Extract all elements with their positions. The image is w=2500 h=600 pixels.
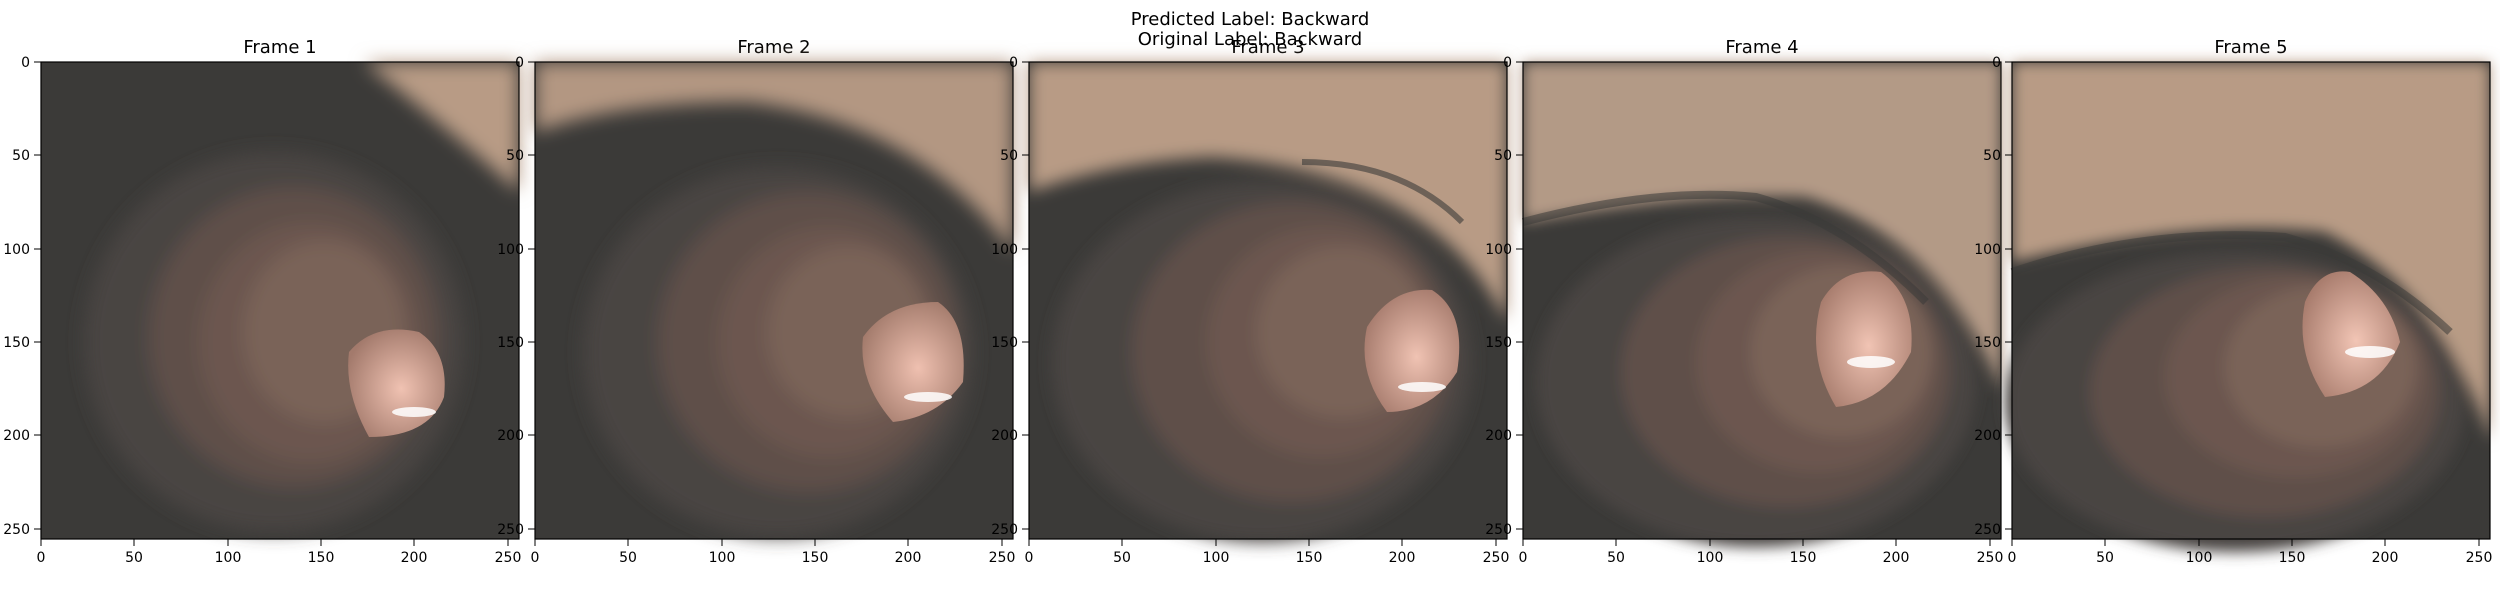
x-tick-label: 100 xyxy=(709,550,736,566)
x-tick-label: 250 xyxy=(495,550,522,566)
frame-panel-4: Frame 4 0 50 100 150 200 xyxy=(1485,37,2050,567)
y-tick-label: 200 xyxy=(991,428,1018,444)
x-tick-label: 0 xyxy=(1025,550,1034,566)
x-tick-label: 150 xyxy=(2279,550,2306,566)
y-tick-label: 0 xyxy=(515,55,524,71)
x-tick-label: 150 xyxy=(802,550,829,566)
x-tick-label: 50 xyxy=(1113,550,1131,566)
y-tick-label: 100 xyxy=(497,242,524,258)
x-tick-label: 100 xyxy=(1697,550,1724,566)
x-ticks: 0 50 100 150 200 250 xyxy=(531,539,1016,566)
y-tick-label: 150 xyxy=(1974,335,2001,351)
y-tick-label: 100 xyxy=(1974,242,2001,258)
frame-panel-1: Frame 1 0 50 100 150 200 250 xyxy=(3,37,568,567)
x-tick-label: 100 xyxy=(1203,550,1230,566)
frame-image-1: 0 50 100 150 200 250 0 50 100 150 200 25… xyxy=(3,55,521,566)
x-tick-label: 100 xyxy=(215,550,242,566)
x-tick-label: 50 xyxy=(1607,550,1625,566)
y-tick-label: 50 xyxy=(1000,148,1018,164)
y-tick-label: 200 xyxy=(497,428,524,444)
y-tick-label: 0 xyxy=(1009,55,1018,71)
frame-panel-2: Frame 2 0 50 100 150 200 250 xyxy=(497,37,1062,567)
frame-title: Frame 5 xyxy=(2214,37,2288,58)
y-ticks: 0 50 100 150 200 250 xyxy=(1485,55,1523,538)
y-ticks: 0 50 100 150 200 250 xyxy=(497,55,535,538)
x-tick-label: 50 xyxy=(2096,550,2114,566)
y-ticks: 0 50 100 150 200 250 xyxy=(3,55,41,538)
y-tick-label: 200 xyxy=(3,428,30,444)
frame-title: Frame 3 xyxy=(1231,37,1305,58)
x-ticks: 0 50 100 150 200 250 xyxy=(1025,539,1510,566)
y-tick-label: 250 xyxy=(991,522,1018,538)
y-tick-label: 50 xyxy=(1494,148,1512,164)
original-label: Original Label: Backward xyxy=(1137,29,1363,50)
y-tick-label: 0 xyxy=(1992,55,2001,71)
x-tick-label: 250 xyxy=(1977,550,2004,566)
x-tick-label: 150 xyxy=(1296,550,1323,566)
y-tick-label: 100 xyxy=(1485,242,1512,258)
y-ticks: 0 50 100 150 200 250 xyxy=(1974,55,2012,538)
x-tick-label: 250 xyxy=(2466,550,2493,566)
y-tick-label: 0 xyxy=(21,55,30,71)
x-tick-label: 100 xyxy=(2186,550,2213,566)
y-tick-label: 150 xyxy=(1485,335,1512,351)
x-tick-label: 0 xyxy=(2008,550,2017,566)
y-tick-label: 0 xyxy=(1503,55,1512,71)
y-tick-label: 150 xyxy=(991,335,1018,351)
y-tick-label: 250 xyxy=(3,522,30,538)
x-tick-label: 200 xyxy=(1883,550,1910,566)
x-tick-label: 150 xyxy=(308,550,335,566)
x-tick-label: 200 xyxy=(895,550,922,566)
x-tick-label: 200 xyxy=(1389,550,1416,566)
frame-title: Frame 1 xyxy=(243,37,317,58)
y-tick-label: 200 xyxy=(1485,428,1512,444)
y-tick-label: 50 xyxy=(12,148,30,164)
frame-image-2: 0 50 100 150 200 250 0 50 100 150 200 25… xyxy=(497,55,1015,566)
x-ticks: 0 50 100 150 200 250 xyxy=(37,539,522,566)
y-tick-label: 250 xyxy=(1485,522,1512,538)
frame-title: Frame 4 xyxy=(1725,37,1799,58)
y-tick-label: 200 xyxy=(1974,428,2001,444)
y-tick-label: 100 xyxy=(991,242,1018,258)
frame-image-4: 0 50 100 150 200 250 0 50 100 150 200 25… xyxy=(1485,55,2003,566)
x-tick-label: 200 xyxy=(401,550,428,566)
y-tick-label: 150 xyxy=(3,335,30,351)
frame-image-3: 0 50 100 150 200 250 0 50 100 150 200 25… xyxy=(991,55,1509,566)
x-tick-label: 250 xyxy=(1483,550,1510,566)
x-tick-label: 0 xyxy=(37,550,46,566)
frame-panel-3: Frame 3 0 50 100 150 200 xyxy=(991,37,1556,567)
x-tick-label: 50 xyxy=(125,550,143,566)
x-ticks: 0 50 100 150 200 250 xyxy=(2008,539,2493,566)
x-tick-label: 200 xyxy=(2372,550,2399,566)
y-tick-label: 100 xyxy=(3,242,30,258)
x-tick-label: 0 xyxy=(1519,550,1528,566)
x-tick-label: 50 xyxy=(619,550,637,566)
x-ticks: 0 50 100 150 200 250 xyxy=(1519,539,2004,566)
x-tick-label: 250 xyxy=(989,550,1016,566)
x-tick-label: 150 xyxy=(1790,550,1817,566)
y-tick-label: 250 xyxy=(497,522,524,538)
y-tick-label: 50 xyxy=(506,148,524,164)
y-tick-label: 50 xyxy=(1983,148,2001,164)
x-tick-label: 0 xyxy=(531,550,540,566)
y-tick-label: 250 xyxy=(1974,522,2001,538)
frame-panel-5: Frame 5 0 50 100 150 200 xyxy=(1974,37,2500,567)
predicted-label: Predicted Label: Backward xyxy=(1130,9,1370,30)
frame-title: Frame 2 xyxy=(737,37,811,58)
frame-image-5: 0 50 100 150 200 250 0 50 100 150 200 25… xyxy=(1974,55,2492,566)
y-ticks: 0 50 100 150 200 250 xyxy=(991,55,1029,538)
y-tick-label: 150 xyxy=(497,335,524,351)
